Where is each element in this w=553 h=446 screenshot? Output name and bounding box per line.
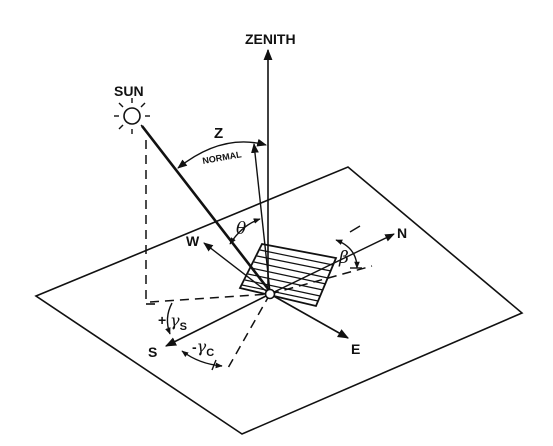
gamma-s-label: γS <box>170 311 187 333</box>
normal-label: NORMAL <box>202 149 243 166</box>
west-label: W <box>186 233 200 249</box>
plus-sign: + <box>158 312 166 328</box>
south-label: S <box>148 344 157 360</box>
sun-icon <box>114 98 150 134</box>
gamma-c-arc <box>181 350 223 369</box>
origin-point <box>264 288 276 300</box>
theta-label: θ <box>236 219 246 239</box>
sun-ground-projection <box>149 293 271 303</box>
gamma-c-symbol: γ <box>197 337 207 356</box>
north-arrow <box>269 233 395 295</box>
horizontal-plane <box>34 166 524 435</box>
zenith-angle-arc <box>177 138 267 169</box>
collector-normal <box>251 143 271 293</box>
gamma-c-label: -γC <box>192 337 214 359</box>
beta-arc <box>335 239 360 269</box>
gamma-c-tick <box>211 359 217 371</box>
west-arrow <box>203 242 271 295</box>
gamma-s-symbol: γ <box>170 311 180 330</box>
zenith-label: ZENITH <box>245 31 296 47</box>
beta-label: β <box>338 248 349 268</box>
gamma-c-subscript: C <box>206 347 214 359</box>
east-arrow <box>269 293 349 339</box>
zenith-angle-label: Z <box>214 125 223 142</box>
gamma-c-minus: - <box>192 339 197 355</box>
gamma-s-subscript: S <box>180 321 187 333</box>
sun-label: SUN <box>114 83 144 99</box>
theta-arc <box>229 218 261 245</box>
gamma-s-arc <box>165 302 173 335</box>
east-label: E <box>351 341 360 357</box>
north-label: N <box>397 225 407 241</box>
south-arrow <box>164 293 271 347</box>
collector-surface <box>238 242 338 308</box>
beta-tick-top <box>349 225 361 233</box>
